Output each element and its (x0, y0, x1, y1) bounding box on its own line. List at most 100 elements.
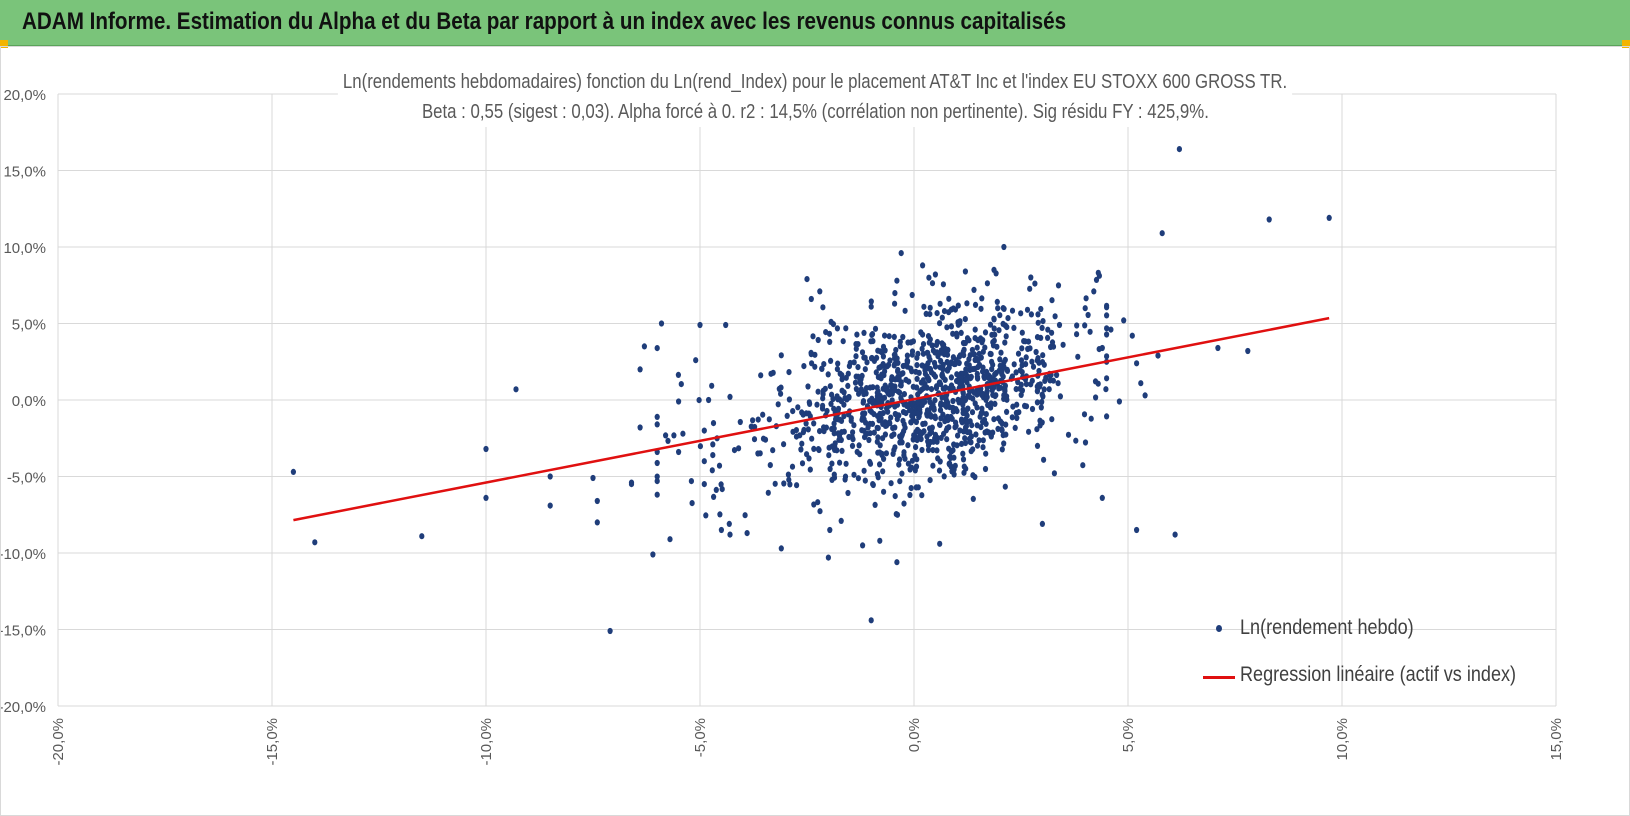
data-point (778, 352, 784, 359)
data-point (784, 412, 790, 419)
data-point (1034, 399, 1040, 406)
data-point (1013, 369, 1019, 376)
data-point (869, 420, 876, 427)
data-point (950, 305, 957, 312)
data-point (822, 385, 828, 392)
data-point (1028, 274, 1034, 281)
data-point (1025, 338, 1032, 345)
data-point (800, 411, 806, 418)
data-point (891, 431, 897, 438)
data-point (978, 410, 984, 417)
data-point (861, 411, 867, 418)
data-point (861, 329, 867, 336)
data-point (873, 369, 879, 376)
chart-border (0, 46, 1630, 816)
data-point (808, 349, 814, 356)
data-point (909, 348, 916, 355)
data-point (1018, 357, 1025, 364)
data-point (1092, 378, 1099, 385)
data-point (902, 307, 908, 314)
data-point (1054, 371, 1060, 379)
data-point (946, 414, 953, 421)
data-point (851, 422, 857, 429)
data-point (925, 333, 932, 340)
data-point (983, 450, 989, 457)
data-point (824, 407, 830, 415)
data-point (939, 314, 945, 321)
data-point (1082, 439, 1089, 446)
data-point (894, 277, 900, 284)
data-point (950, 397, 956, 405)
data-point (937, 300, 943, 307)
data-point (806, 399, 812, 406)
data-point (927, 398, 933, 406)
data-point (946, 445, 952, 452)
data-point (805, 426, 811, 433)
data-point (939, 394, 945, 401)
data-point (846, 363, 853, 370)
data-point (944, 436, 950, 443)
data-point (1034, 388, 1040, 395)
data-point (967, 439, 973, 446)
data-point (866, 436, 872, 444)
data-point (927, 365, 933, 373)
data-point (1000, 373, 1006, 380)
x-tick-label: 15,0% (1548, 718, 1565, 761)
data-point (880, 361, 886, 368)
data-point (962, 316, 968, 323)
data-point (930, 462, 936, 469)
data-point (811, 420, 817, 427)
data-point (1051, 470, 1057, 477)
data-point (483, 494, 489, 501)
data-point (826, 452, 832, 459)
data-point (838, 517, 844, 524)
data-point (547, 502, 553, 509)
data-point (1045, 334, 1051, 341)
data-point (935, 455, 941, 462)
data-point (845, 489, 851, 497)
data-point (868, 338, 874, 345)
data-point (843, 325, 849, 332)
scatter-chart: -20,0% -15,0% -10,0% -5,0% 0,0% 5,0% 10,0% 15,0… (0, 46, 1630, 816)
data-point (513, 386, 519, 393)
data-point (789, 463, 796, 470)
data-point (1104, 375, 1110, 382)
data-point (1021, 338, 1027, 345)
data-point (842, 473, 849, 480)
data-point (896, 461, 902, 468)
data-point (1027, 345, 1033, 352)
data-point (920, 377, 926, 384)
data-point (716, 462, 723, 469)
data-point (1038, 305, 1044, 313)
data-point (920, 331, 926, 338)
data-point (930, 347, 937, 354)
legend-label-regression: Regression linéaire (actif vs index) (1240, 663, 1517, 686)
data-point (1060, 341, 1066, 348)
data-point (1035, 355, 1041, 362)
data-point (667, 536, 673, 543)
data-point (755, 416, 761, 423)
data-point (1049, 416, 1055, 423)
data-point (969, 409, 976, 416)
data-point (862, 477, 868, 484)
data-point (628, 481, 635, 488)
data-point (1039, 324, 1045, 331)
data-point (891, 333, 897, 340)
data-point (921, 385, 927, 392)
data-point (859, 349, 866, 356)
data-point (909, 291, 915, 299)
data-point (986, 375, 993, 382)
data-point (937, 379, 943, 386)
data-point (1034, 426, 1040, 433)
data-point (853, 353, 859, 360)
data-point (1104, 413, 1110, 420)
data-point (827, 465, 833, 473)
data-point (901, 449, 907, 456)
data-point (961, 352, 967, 359)
data-point (1041, 386, 1047, 393)
y-tick-label: -15,0% (0, 623, 46, 640)
data-point (913, 418, 920, 426)
data-point (938, 434, 944, 441)
data-point (843, 374, 849, 381)
data-point (926, 407, 932, 414)
